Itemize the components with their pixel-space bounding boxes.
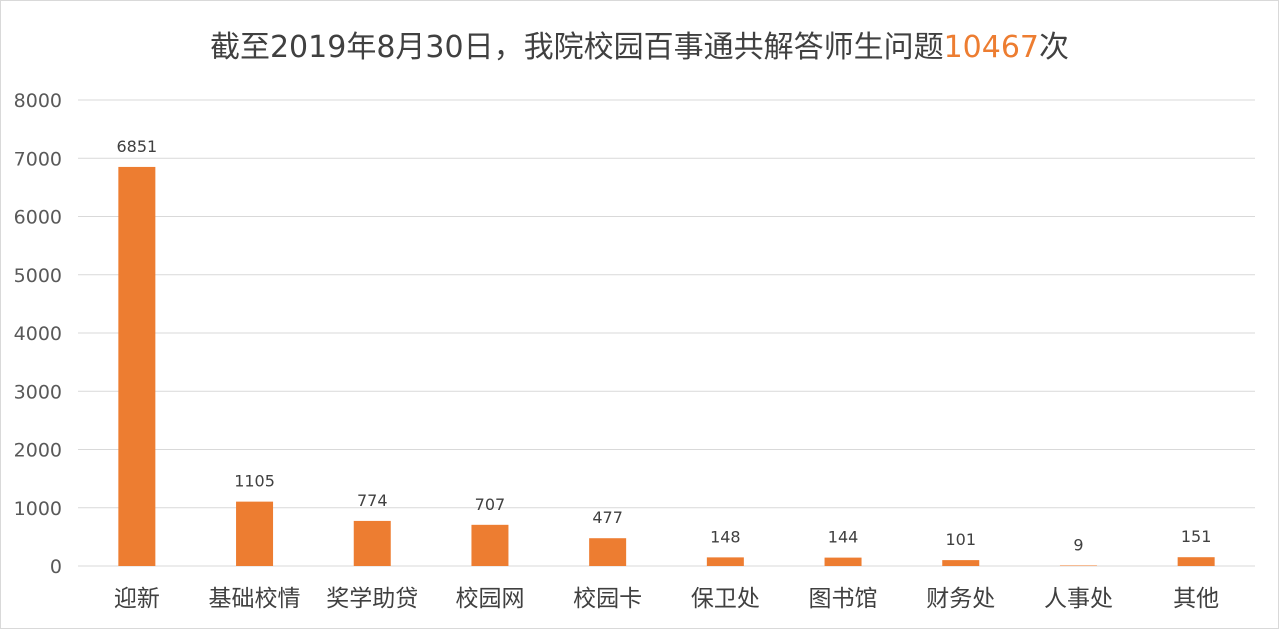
data-label: 9 (1073, 535, 1083, 554)
x-tick-label: 校园网 (455, 586, 524, 612)
bar-6 (706, 557, 744, 566)
title-prefix: 截至2019年8月30日，我院校园百事通共解答师生问题 (209, 30, 944, 65)
bar-2 (236, 501, 274, 566)
bar-1 (118, 166, 156, 566)
x-tick-label: 人事处 (1044, 586, 1113, 612)
bar-8 (942, 560, 980, 566)
x-tick-label: 校园卡 (573, 586, 642, 612)
data-label: 101 (945, 530, 976, 549)
x-tick-label: 财务处 (926, 586, 995, 612)
data-label: 151 (1181, 527, 1212, 546)
bar-5 (589, 538, 627, 566)
y-axis-ticks: 0 1000 2000 3000 4000 5000 6000 7000 8000 (14, 90, 62, 578)
y-tick-label: 1000 (14, 498, 62, 520)
y-tick-label: 7000 (14, 148, 62, 170)
data-label: 707 (475, 495, 506, 514)
bar-7 (824, 557, 862, 566)
title-suffix: 次 (1039, 30, 1070, 65)
y-tick-label: 2000 (14, 440, 62, 462)
title-highlight-number: 10467 (943, 30, 1040, 65)
data-labels: 6851 1105 774 707 477 148 144 101 9 151 (116, 137, 1211, 555)
x-tick-label: 图书馆 (809, 586, 878, 612)
bar-4 (471, 524, 509, 566)
x-tick-label: 迎新 (114, 586, 160, 612)
bars (118, 166, 1215, 566)
data-label: 144 (828, 528, 859, 547)
x-tick-label: 保卫处 (691, 586, 760, 612)
gridlines (78, 99, 1255, 567)
y-tick-label: 6000 (14, 207, 62, 229)
y-tick-label: 8000 (14, 90, 62, 112)
x-tick-label: 其他 (1173, 586, 1219, 612)
bar-3 (353, 520, 391, 566)
chart-title: 截至2019年8月30日，我院校园百事通共解答师生问题10467次 (0, 22, 1279, 66)
y-tick-label: 3000 (14, 381, 62, 403)
y-tick-label: 5000 (14, 265, 62, 287)
x-tick-label: 奖学助贷 (326, 586, 418, 612)
data-label: 477 (592, 508, 623, 527)
bar-10 (1177, 557, 1215, 566)
data-label: 1105 (234, 472, 275, 491)
x-tick-label: 基础校情 (209, 586, 301, 612)
data-label: 774 (357, 491, 388, 510)
y-tick-label: 4000 (14, 323, 62, 345)
data-label: 148 (710, 527, 741, 546)
data-label: 6851 (116, 137, 157, 156)
x-axis-ticks: 迎新 基础校情 奖学助贷 校园网 校园卡 保卫处 图书馆 财务处 人事处 其他 (114, 586, 1219, 612)
y-tick-label: 0 (50, 556, 62, 578)
bar-9 (1059, 565, 1097, 566)
